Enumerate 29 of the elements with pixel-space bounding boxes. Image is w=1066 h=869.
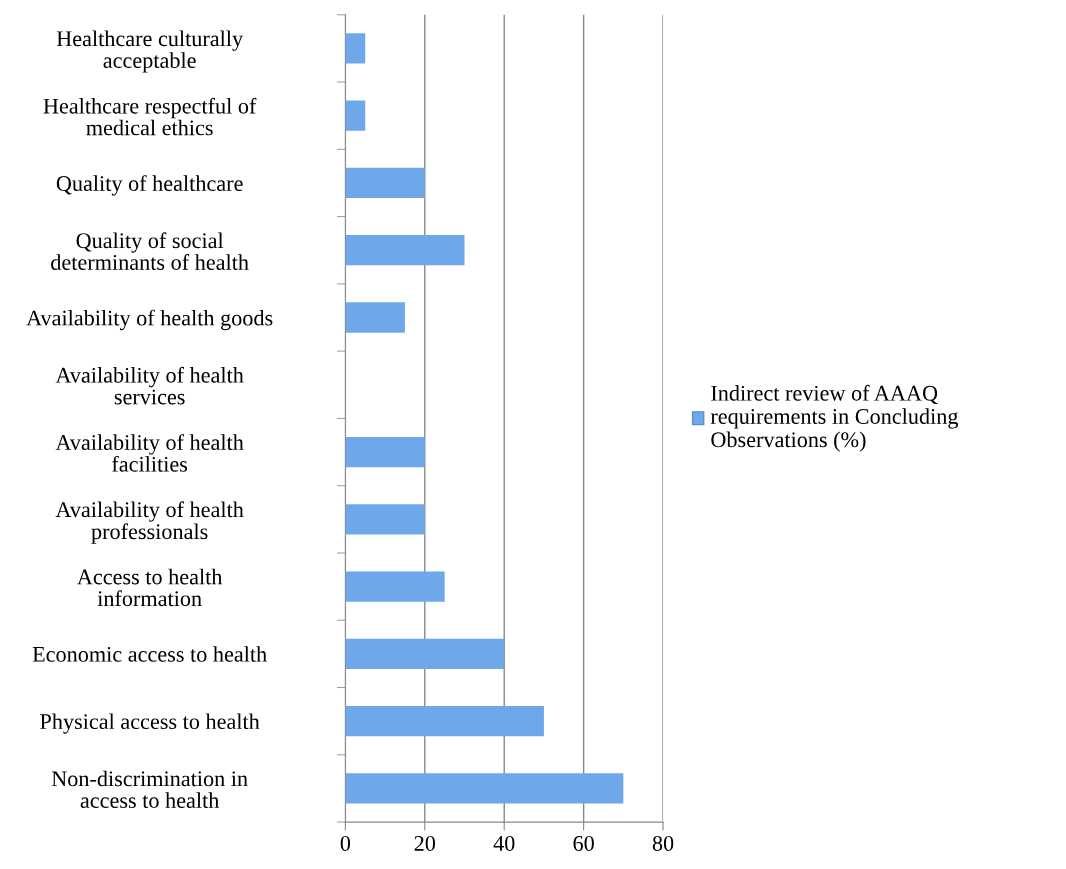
y-tick-label: Availability of health services bbox=[55, 366, 244, 405]
bar bbox=[345, 436, 425, 468]
y-tick-label: Access to health information bbox=[77, 568, 223, 607]
bar bbox=[345, 504, 425, 535]
x-tick-label: 80 bbox=[652, 835, 674, 851]
y-tick-label: Healthcare culturally acceptable bbox=[56, 30, 244, 73]
y-tick-label: Availability of health goods bbox=[26, 309, 273, 331]
y-tick-label: Physical access to health bbox=[40, 713, 260, 734]
y-tick-label: Healthcare respectful of medical ethics bbox=[43, 97, 257, 136]
x-tick-label: 20 bbox=[414, 835, 436, 851]
bar bbox=[345, 706, 544, 737]
bar bbox=[345, 773, 624, 804]
bar bbox=[345, 33, 366, 64]
bar bbox=[345, 167, 425, 199]
y-tick-label: Availability of health professionals bbox=[55, 501, 244, 544]
bar bbox=[345, 571, 445, 602]
x-tick-label: 60 bbox=[573, 835, 594, 851]
bar bbox=[345, 100, 366, 131]
x-tick-label: 0 bbox=[340, 835, 351, 851]
x-tick-label: 40 bbox=[493, 835, 515, 851]
bar bbox=[345, 638, 505, 670]
y-tick-label: Quality of healthcare bbox=[56, 175, 243, 196]
y-tick-label: Economic access to health bbox=[32, 646, 267, 662]
y-tick-label: Availability of health facilities bbox=[55, 434, 244, 472]
bar bbox=[345, 302, 405, 333]
y-tick-label: Quality of social determinants of health bbox=[51, 232, 249, 270]
bar bbox=[345, 235, 465, 266]
y-tick-label: Non-discrimination in access to health bbox=[51, 770, 248, 808]
legend-label: Indirect review of AAAQ requirements in Concluding Observations (%) bbox=[710, 384, 959, 452]
